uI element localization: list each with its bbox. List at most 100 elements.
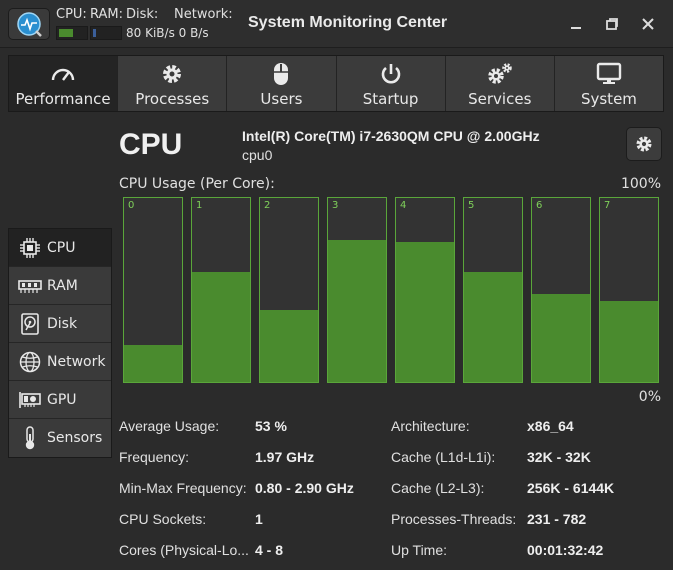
gear-icon <box>163 65 182 83</box>
sidebar-item-ram[interactable]: RAM <box>9 267 111 305</box>
core-bar-label: 2 <box>264 200 271 211</box>
page-title: CPU <box>119 128 183 161</box>
stat-right-value: 00:01:32:42 <box>527 542 604 558</box>
mini-ram-bar <box>90 26 122 40</box>
tab-users[interactable]: Users <box>227 56 337 111</box>
core-bar-fill <box>260 310 318 382</box>
maximize-button[interactable] <box>598 10 626 38</box>
sidebar-item-gpu[interactable]: GPU <box>9 381 111 419</box>
tab-startup[interactable]: Startup <box>336 56 446 111</box>
thermometer-icon <box>25 426 35 450</box>
ram-icon <box>18 279 42 293</box>
monitor-icon <box>596 62 622 84</box>
stat-left-value: 53 % <box>255 418 287 434</box>
tab-system[interactable]: System <box>554 56 664 111</box>
close-button[interactable] <box>634 10 662 38</box>
core-bar-fill <box>396 242 454 382</box>
tab-label: Users <box>260 90 303 108</box>
core-bar-label: 3 <box>332 200 339 211</box>
stat-left-key: Frequency: <box>119 449 190 465</box>
sidebar-item-label: GPU <box>47 391 77 408</box>
gauge-icon <box>51 68 75 81</box>
sidebar-item-network[interactable]: Network <box>9 343 111 381</box>
mouse-icon <box>274 63 289 85</box>
stat-left-key: Cores (Physical-Lo... <box>119 542 249 558</box>
sidebar-item-label: Network <box>47 353 106 370</box>
power-icon <box>381 64 400 84</box>
core-bar-fill <box>600 301 658 382</box>
core-bar-label: 7 <box>604 200 611 211</box>
core-bar-label: 5 <box>468 200 475 211</box>
window-title: System Monitoring Center <box>248 14 448 31</box>
stat-right-value: x86_64 <box>527 418 574 434</box>
core-bar-fill <box>124 345 182 382</box>
stat-left-value: 0.80 - 2.90 GHz <box>255 480 354 496</box>
core-bar-6: 6 <box>531 197 591 383</box>
core-bar-4: 4 <box>395 197 455 383</box>
disk-icon <box>21 312 39 335</box>
core-bar-label: 1 <box>196 200 203 211</box>
restore-icon <box>606 18 618 30</box>
globe-icon <box>19 351 41 372</box>
core-bar-label: 6 <box>536 200 543 211</box>
cpu-icon <box>20 237 40 258</box>
stat-left-key: Average Usage: <box>119 418 220 434</box>
stat-left-key: CPU Sockets: <box>119 511 207 527</box>
stat-right-key: Cache (L1d-L1i): <box>391 449 496 465</box>
mini-ram-label: RAM: <box>90 7 123 22</box>
tab-label: Performance <box>15 90 111 108</box>
core-bar-label: 0 <box>128 200 135 211</box>
stat-right-key: Up Time: <box>391 542 448 558</box>
gears-icon <box>488 63 512 84</box>
core-bar-3: 3 <box>327 197 387 383</box>
tab-services[interactable]: Services <box>445 56 555 111</box>
cpu-settings-button[interactable] <box>626 127 662 161</box>
sidebar-item-disk[interactable]: Disk <box>9 305 111 343</box>
sidebar-item-cpu[interactable]: CPU <box>9 229 111 267</box>
core-bar-fill <box>328 240 386 382</box>
tab-label: System <box>580 90 637 108</box>
mini-network-rates: 80 KiB/s 0 B/s <box>126 26 209 40</box>
tab-processes[interactable]: Processes <box>118 56 228 111</box>
stat-right-value: 256K - 6144K <box>527 480 615 496</box>
sidebar-item-sensors[interactable]: Sensors <box>9 419 111 457</box>
stat-right-value: 32K - 32K <box>527 449 591 465</box>
app-menu-button[interactable] <box>8 8 50 40</box>
main-tabs: Performance Processes Users <box>8 55 664 112</box>
core-bar-5: 5 <box>463 197 523 383</box>
core-bar-fill <box>532 294 590 382</box>
stat-left-value: 4 - 8 <box>255 542 284 558</box>
sidebar-item-label: Disk <box>47 315 78 332</box>
mini-disk-label: Disk: <box>126 7 159 22</box>
core-bar-1: 1 <box>191 197 251 383</box>
stat-right-key: Architecture: <box>391 418 470 434</box>
chart-max-label: 100% <box>620 176 661 192</box>
mini-cpu-bar <box>56 26 88 40</box>
core-bar-7: 7 <box>599 197 659 383</box>
core-bar-label: 4 <box>400 200 407 211</box>
close-icon <box>642 18 654 30</box>
cpu-model-name: Intel(R) Core(TM) i7-2630QM CPU @ 2.00GH… <box>242 128 540 144</box>
mini-cpu-label: CPU: <box>56 7 87 22</box>
sidebar-item-label: CPU <box>47 239 76 256</box>
stat-left-value: 1.97 GHz <box>255 449 315 465</box>
stat-left-key: Min-Max Frequency: <box>119 480 247 496</box>
mini-ram-fill <box>93 29 96 37</box>
mini-cpu-fill <box>59 29 73 37</box>
stat-right-value: 231 - 782 <box>527 511 587 527</box>
cpu-device-id: cpu0 <box>242 147 273 163</box>
mini-network-label: Network: <box>174 7 233 22</box>
stat-left-value: 1 <box>255 511 263 527</box>
gear-icon <box>636 136 652 152</box>
tab-performance[interactable]: Performance <box>9 56 119 111</box>
core-bar-fill <box>192 272 250 382</box>
chart-min-label: 0% <box>638 389 661 405</box>
stat-right-key: Processes-Threads: <box>391 511 517 527</box>
core-bar-0: 0 <box>123 197 183 383</box>
monitor-chart-icon <box>17 12 42 37</box>
stat-right-key: Cache (L2-L3): <box>391 480 485 496</box>
minimize-icon <box>571 27 581 29</box>
minimize-button[interactable] <box>562 10 590 38</box>
sidebar-item-label: Sensors <box>47 430 103 446</box>
core-bar-fill <box>464 272 522 382</box>
